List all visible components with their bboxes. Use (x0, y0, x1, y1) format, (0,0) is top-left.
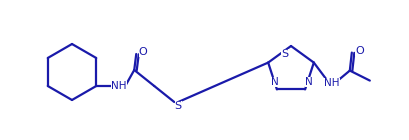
Text: S: S (281, 49, 289, 59)
Text: O: O (139, 47, 148, 57)
Text: NH: NH (324, 78, 339, 88)
Text: O: O (355, 46, 364, 56)
Text: N: N (271, 77, 279, 87)
Text: NH: NH (112, 81, 127, 91)
Text: N: N (305, 77, 313, 87)
Text: S: S (175, 101, 182, 111)
